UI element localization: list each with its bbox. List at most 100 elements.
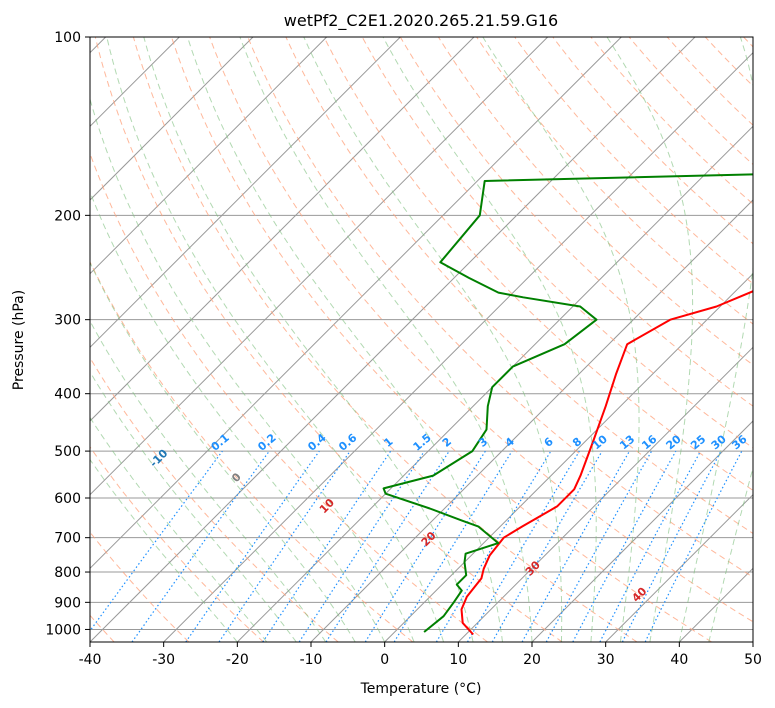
moist-adiabat--16 [90, 416, 268, 642]
dry-adiabat--10 [90, 356, 339, 642]
moist-adiabat--4 [90, 261, 356, 642]
dry-adiabat--20 [90, 446, 264, 642]
y-tick-label: 900 [54, 595, 81, 611]
mixing-ratio-line-1.5 [298, 450, 425, 642]
mixing-ratio-label: 30 [709, 432, 729, 452]
moist-adiabats [90, 37, 753, 642]
moist-adiabat-0 [90, 190, 386, 642]
moist-adiabat-44 [708, 465, 753, 642]
isotherm--10 [310, 199, 753, 642]
x-tick-label: -10 [300, 652, 323, 668]
mixing-ratio-label: 0.2 [255, 431, 278, 453]
mixing-ratio-line-0.4 [185, 450, 320, 642]
dry-adiabat-90 [361, 37, 753, 449]
isotherm-10 [457, 346, 753, 642]
dry-adiabat-190 [743, 37, 753, 48]
y-axis-title: Pressure (hPa) [11, 290, 27, 390]
mixing-ratio-lines [90, 450, 743, 642]
x-tick-label: 50 [744, 652, 762, 668]
mixing-ratio-label: 6 [542, 435, 556, 450]
isotherm--50 [90, 37, 622, 570]
isotherm--100 [90, 37, 254, 201]
mixing-ratio-line-8 [466, 450, 580, 642]
dry-adiabat-60 [247, 37, 753, 578]
moist-adiabat--8 [90, 320, 327, 642]
mixing-ratio-line-3 [364, 450, 486, 642]
isotherm--40 [90, 37, 696, 642]
moist-adiabat-24 [303, 37, 563, 642]
moist-adiabat-16 [187, 37, 503, 642]
dry-adiabat-150 [590, 37, 753, 205]
isotherm-50 [752, 641, 753, 642]
isotherm--60 [90, 37, 549, 496]
y-tick-label: 1000 [45, 622, 81, 638]
dry-adiabat-120 [476, 37, 753, 325]
mixing-ratio-line-25 [599, 450, 702, 642]
plot-frame [89, 36, 754, 643]
mixing-ratio-label: 8 [570, 435, 584, 450]
dewpoint-profile [382, 173, 753, 633]
y-tick-label: 400 [54, 387, 81, 403]
mixing-ratio-line-10 [491, 450, 603, 642]
moist-adiabat-4 [90, 97, 415, 642]
y-tick-label: 500 [54, 444, 81, 460]
dry-adiabat-160 [628, 37, 753, 166]
dry-adiabats [90, 37, 753, 642]
y-tick-label: 800 [54, 565, 81, 581]
mixing-ratio-line-0.2 [131, 450, 270, 642]
mixing-ratio-label: 1 [381, 435, 395, 450]
dry-adiabat-label: 30 [523, 558, 543, 578]
dry-adiabat-170 [666, 37, 753, 126]
mixing-ratio-line-16 [545, 450, 653, 642]
dry-adiabat-label: 0 [229, 470, 244, 485]
mixing-ratio-label: 1.5 [411, 431, 434, 453]
x-tick-label: 10 [449, 652, 467, 668]
isotherm--20 [236, 125, 753, 642]
y-tick-label: 700 [54, 531, 81, 547]
x-tick-label: -30 [152, 652, 175, 668]
x-axis-title: Temperature (°C) [360, 681, 482, 697]
isotherm--30 [163, 51, 753, 642]
isotherm-0 [384, 272, 753, 642]
isotherm--80 [90, 37, 401, 349]
mixing-ratio-label: 36 [730, 432, 750, 452]
profiles [382, 173, 753, 636]
mixing-ratio-line-0.1 [90, 450, 223, 632]
dry-adiabat-40 [171, 37, 712, 642]
dry-adiabat-130 [514, 37, 753, 285]
y-tick-label: 200 [54, 208, 81, 224]
dry-adiabat-110 [437, 37, 753, 366]
isotherms [90, 37, 753, 642]
chart-title: wetPf2_C2E1.2020.265.21.59.G16 [284, 11, 558, 31]
isotherm-30 [605, 493, 753, 642]
mixing-ratio-line-4 [393, 450, 513, 642]
y-tick-label: 300 [54, 313, 81, 329]
moist-adiabat-20 [239, 37, 533, 642]
dry-adiabat--30 [90, 531, 190, 642]
x-tick-label: 0 [380, 652, 389, 668]
dry-adiabat-label: -10 [147, 446, 170, 469]
dry-adiabat-100 [399, 37, 753, 407]
mixing-ratio-line-6 [435, 450, 552, 642]
moist-adiabat-28 [382, 37, 597, 642]
dry-adiabat-50 [209, 37, 753, 623]
moist-adiabat-36 [606, 37, 694, 642]
mixing-ratio-label: 0.1 [209, 431, 232, 453]
moist-adiabat-40 [678, 37, 753, 642]
isotherm-20 [531, 420, 753, 642]
mixing-ratio-label: 13 [617, 433, 637, 453]
mixing-ratio-label: 3 [476, 435, 490, 450]
isotherm-40 [678, 567, 753, 642]
dry-adiabat-20 [94, 37, 563, 642]
x-tick-label: 30 [597, 652, 615, 668]
x-axis: -40 -30 -20 -10 0 10 20 30 40 50 [79, 642, 762, 668]
dry-adiabat-140 [552, 37, 753, 245]
mixing-ratio-label: 25 [688, 432, 708, 452]
isotherm--70 [90, 37, 475, 422]
x-tick-label: 20 [523, 652, 541, 668]
dry-adiabat-30 [132, 37, 638, 642]
plot-area: 0.10.20.40.611.52346810131620253036-100-… [90, 37, 753, 642]
y-axis: 100 200 300 400 500 600 700 800 900 1000 [45, 30, 90, 638]
mixing-ratio-line-2 [325, 450, 450, 642]
